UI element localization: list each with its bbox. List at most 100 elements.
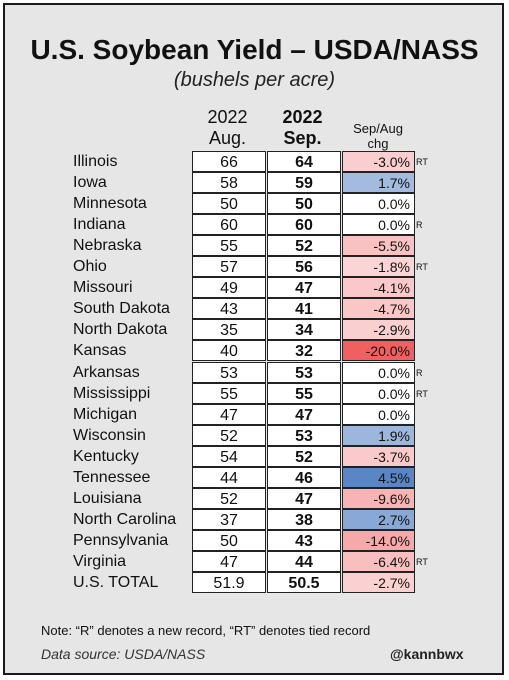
state-label: Michigan <box>73 405 138 423</box>
sep-yield-cell: 44 <box>267 550 341 572</box>
sep-yield-cell: 47 <box>267 403 341 425</box>
aug-yield-cell: 52 <box>192 487 266 509</box>
aug-yield-cell: 50 <box>192 193 266 215</box>
change-cell: -1.8% <box>342 256 415 278</box>
record-marker: RT <box>416 556 428 567</box>
sep-yield-cell: 53 <box>267 424 341 446</box>
state-label: Illinois <box>73 153 118 170</box>
state-label: Iowa <box>73 174 107 192</box>
state-label: Louisiana <box>73 489 142 507</box>
state-label: Ohio <box>73 258 107 276</box>
change-cell: -4.1% <box>342 277 415 299</box>
sep-yield-cell: 53 <box>267 361 341 383</box>
data-source: Data source: USDA/NASS <box>41 646 206 662</box>
state-label: Pennsylvania <box>73 531 169 549</box>
column-header-aug-month: Aug. <box>208 128 247 148</box>
change-cell: 1.9% <box>342 424 415 446</box>
aug-yield-cell: 51.9 <box>192 572 266 593</box>
state-label: South Dakota <box>73 300 170 318</box>
sep-yield-cell: 50.5 <box>267 572 341 593</box>
aug-yield-cell: 49 <box>192 277 266 299</box>
change-cell: -2.7% <box>342 572 415 593</box>
sep-yield-cell: 52 <box>267 235 341 257</box>
change-cell: -4.7% <box>342 298 415 320</box>
aug-yield-cell: 55 <box>192 235 266 257</box>
state-label: Indiana <box>73 216 126 234</box>
change-cell: -9.6% <box>342 487 415 509</box>
aug-yield-cell: 40 <box>192 340 266 362</box>
sep-yield-cell: 32 <box>267 340 341 362</box>
column-header-sep-year: 2022 <box>282 107 323 127</box>
change-cell: -3.0% <box>342 151 415 172</box>
record-marker: R <box>416 367 423 378</box>
aug-yield-cell: 58 <box>192 172 266 194</box>
record-marker: R <box>416 220 423 231</box>
change-cell: -2.9% <box>342 319 415 341</box>
state-label: North Carolina <box>73 510 177 528</box>
state-label: U.S. TOTAL <box>73 574 159 591</box>
change-cell: 0.0% <box>342 382 415 404</box>
column-header-aug: 2022 Aug. <box>190 107 265 149</box>
sep-yield-cell: 59 <box>267 172 341 194</box>
change-cell: 0.0% <box>342 214 415 236</box>
author-handle: @kannbwx <box>390 646 464 662</box>
sep-yield-cell: 56 <box>267 256 341 278</box>
aug-yield-cell: 47 <box>192 550 266 572</box>
aug-yield-cell: 53 <box>192 361 266 383</box>
record-marker: RT <box>416 157 428 167</box>
aug-yield-cell: 35 <box>192 319 266 341</box>
change-cell: -3.7% <box>342 445 415 467</box>
sep-yield-cell: 64 <box>267 151 341 172</box>
aug-yield-cell: 57 <box>192 256 266 278</box>
sep-yield-cell: 43 <box>267 529 341 551</box>
sep-yield-cell: 34 <box>267 319 341 341</box>
record-note: Note: “R” denotes a new record, “RT” den… <box>41 623 371 638</box>
change-cell: 4.5% <box>342 466 415 488</box>
state-label: Tennessee <box>73 468 151 486</box>
change-cell: 0.0% <box>342 403 415 425</box>
state-label: Arkansas <box>73 363 140 381</box>
sep-yield-cell: 41 <box>267 298 341 320</box>
aug-yield-cell: 44 <box>192 466 266 488</box>
change-cell: -6.4% <box>342 550 415 572</box>
aug-yield-cell: 55 <box>192 382 266 404</box>
change-cell: -5.5% <box>342 235 415 257</box>
chart-title: U.S. Soybean Yield – USDA/NASS <box>30 34 479 65</box>
change-cell: -14.0% <box>342 529 415 551</box>
state-label: Mississippi <box>73 384 151 402</box>
change-cell: 2.7% <box>342 508 415 530</box>
aug-yield-cell: 54 <box>192 445 266 467</box>
aug-yield-cell: 43 <box>192 298 266 320</box>
record-marker: RT <box>416 262 428 273</box>
change-cell: 1.7% <box>342 172 415 194</box>
sep-yield-cell: 50 <box>267 193 341 215</box>
sep-yield-cell: 47 <box>267 277 341 299</box>
sep-yield-cell: 52 <box>267 445 341 467</box>
column-header-sep-month: Sep. <box>283 128 322 148</box>
sep-yield-cell: 46 <box>267 466 341 488</box>
state-label: Missouri <box>73 279 133 297</box>
column-header-sep: 2022 Sep. <box>265 107 340 149</box>
state-label: Kansas <box>73 342 127 360</box>
column-header-change-line1: Sep/Aug <box>353 121 403 136</box>
aug-yield-cell: 47 <box>192 403 266 425</box>
sep-yield-cell: 38 <box>267 508 341 530</box>
aug-yield-cell: 66 <box>192 151 266 172</box>
state-label: Minnesota <box>73 195 147 213</box>
state-label: Kentucky <box>73 447 139 465</box>
aug-yield-cell: 37 <box>192 508 266 530</box>
state-label: Wisconsin <box>73 426 146 444</box>
record-marker: RT <box>416 388 428 399</box>
sep-yield-cell: 55 <box>267 382 341 404</box>
change-cell: 0.0% <box>342 361 415 383</box>
column-header-aug-year: 2022 <box>207 107 248 127</box>
state-label: North Dakota <box>73 321 168 339</box>
state-label: Virginia <box>73 552 127 570</box>
aug-yield-cell: 50 <box>192 529 266 551</box>
state-label: Nebraska <box>73 237 142 255</box>
chart-subtitle: (bushels per acre) <box>173 69 336 91</box>
sep-yield-cell: 47 <box>267 487 341 509</box>
aug-yield-cell: 52 <box>192 424 266 446</box>
change-cell: -20.0% <box>342 340 415 362</box>
aug-yield-cell: 60 <box>192 214 266 236</box>
